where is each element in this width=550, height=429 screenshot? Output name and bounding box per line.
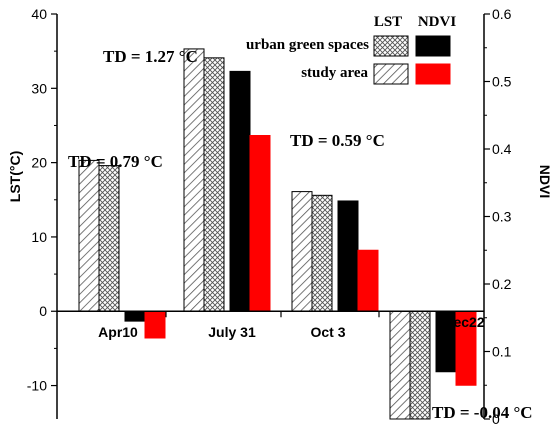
bar-ndvi-study-area-oct-3 xyxy=(357,249,379,312)
td-annotation: TD = -0.04 °C xyxy=(432,403,533,422)
labels-layer: -10 0 10 20 30 40 0 0.1 0.2 0.3 0.4 0.5 0.6 Apr10 July… xyxy=(7,6,550,427)
bar-ndvi-study-area-apr10 xyxy=(144,310,166,339)
legend-swatch-lst-urban-green-spaces xyxy=(373,35,409,57)
right-tick-label: 0.3 xyxy=(492,209,512,225)
legend-label-study-area: study area xyxy=(301,65,368,81)
bar-lst-study-area-oct-3 xyxy=(291,191,313,312)
right-tick-label: 0 xyxy=(492,411,500,427)
td-annotation: TD = 0.59 °C xyxy=(290,131,385,150)
bar-lst-urban-green-spaces-oct-3 xyxy=(311,194,333,312)
category-label-july-31: July 31 xyxy=(208,324,256,340)
legend-swatch-lst-study-area xyxy=(373,63,409,85)
right-tick-label: 0.1 xyxy=(492,344,512,360)
right-tick-label: 0.5 xyxy=(492,74,512,90)
bar-lst-urban-green-spaces-july-31 xyxy=(203,57,225,312)
bar-lst-study-area-dec22 xyxy=(389,310,411,420)
category-label-apr10: Apr10 xyxy=(98,324,138,340)
left-tick-label: 40 xyxy=(31,6,47,22)
bar-lst-study-area-july-31 xyxy=(183,48,205,312)
bars-layer xyxy=(78,48,477,420)
bar-lst-urban-green-spaces-dec22 xyxy=(409,310,431,420)
left-axis-title: LST(°C) xyxy=(7,151,23,202)
legend-swatch-ndvi-urban-green-spaces xyxy=(415,35,451,57)
bar-ndvi-urban-green-spaces-apr10 xyxy=(124,310,146,322)
legend-label-urban-green-spaces: urban green spaces xyxy=(246,37,369,53)
category-label-dec22: Dec22 xyxy=(443,314,484,330)
right-tick-label: 0.4 xyxy=(492,141,512,157)
category-label-oct-3: Oct 3 xyxy=(310,324,345,340)
right-axis-title: NDVI xyxy=(537,165,550,198)
left-tick-label: 30 xyxy=(31,80,47,96)
legend-header-lst: LST xyxy=(374,14,402,30)
bar-lst-urban-green-spaces-apr10 xyxy=(98,165,120,312)
axes-layer xyxy=(51,13,490,420)
right-tick-label: 0.2 xyxy=(492,276,512,292)
left-tick-label: 20 xyxy=(31,155,47,171)
left-tick-label: -10 xyxy=(27,378,47,394)
td-annotation: TD = 0.79 °C xyxy=(68,152,163,171)
bar-ndvi-study-area-july-31 xyxy=(249,135,271,312)
bar-lst-study-area-apr10 xyxy=(78,159,100,312)
bar-ndvi-urban-green-spaces-july-31 xyxy=(229,70,251,312)
legend-header-ndvi: NDVI xyxy=(418,14,456,30)
legend: LST NDVI urban green spaces study area xyxy=(246,14,456,85)
right-tick-label: 0.6 xyxy=(492,6,512,22)
legend-swatch-ndvi-study-area xyxy=(415,63,451,85)
left-tick-label: 10 xyxy=(31,229,47,245)
left-tick-label: 0 xyxy=(39,303,47,319)
bar-ndvi-urban-green-spaces-oct-3 xyxy=(337,200,359,312)
td-annotation: TD = 1.27 °C xyxy=(103,47,198,66)
